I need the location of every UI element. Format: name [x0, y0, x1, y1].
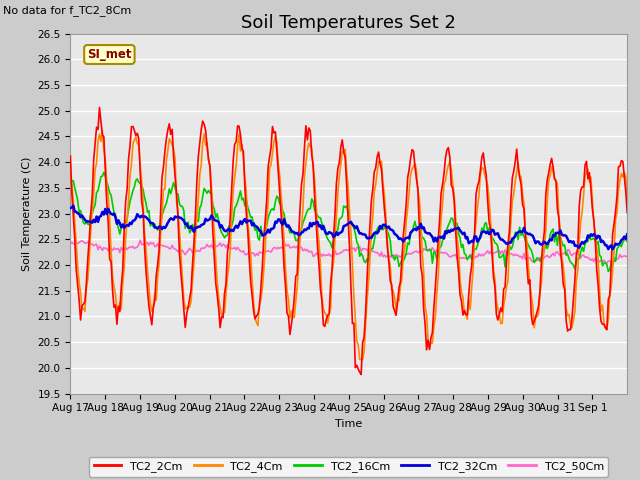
TC2_50Cm: [103, 245, 111, 251]
Line: TC2_50Cm: TC2_50Cm: [70, 240, 627, 263]
TC2_4Cm: [86, 255, 93, 261]
TC2_16Cm: [86, 222, 93, 228]
TC2_50Cm: [136, 237, 144, 243]
TC2_2Cm: [357, 372, 365, 377]
TC2_50Cm: [67, 241, 74, 247]
TC2_2Cm: [95, 105, 103, 110]
TC2_2Cm: [67, 153, 74, 159]
TC2_2Cm: [104, 219, 112, 225]
TC2_32Cm: [67, 205, 74, 211]
TC2_16Cm: [355, 242, 362, 248]
TC2_4Cm: [357, 357, 365, 362]
TC2_16Cm: [67, 174, 74, 180]
TC2_50Cm: [465, 254, 472, 260]
TC2_32Cm: [355, 228, 362, 233]
TC2_50Cm: [622, 253, 630, 259]
Line: TC2_4Cm: TC2_4Cm: [70, 131, 627, 360]
TC2_4Cm: [623, 194, 631, 200]
TC2_32Cm: [609, 246, 616, 252]
TC2_32Cm: [622, 236, 630, 242]
TC2_16Cm: [622, 236, 630, 242]
TC2_16Cm: [465, 254, 472, 260]
TC2_4Cm: [549, 168, 557, 174]
TC2_50Cm: [86, 239, 93, 245]
TC2_50Cm: [355, 245, 362, 251]
TC2_2Cm: [622, 189, 630, 194]
TC2_4Cm: [622, 173, 630, 179]
TC2_4Cm: [467, 307, 474, 312]
Text: No data for f_TC2_8Cm: No data for f_TC2_8Cm: [3, 5, 131, 16]
TC2_2Cm: [549, 164, 557, 169]
TC2_32Cm: [548, 238, 556, 243]
TC2_32Cm: [70, 203, 77, 209]
TC2_2Cm: [623, 210, 631, 216]
Y-axis label: Soil Temperature (C): Soil Temperature (C): [22, 156, 32, 271]
Text: SI_met: SI_met: [87, 48, 132, 61]
TC2_32Cm: [623, 231, 631, 237]
TC2_16Cm: [104, 183, 112, 189]
Line: TC2_16Cm: TC2_16Cm: [70, 172, 627, 272]
Line: TC2_32Cm: TC2_32Cm: [70, 206, 627, 249]
Legend: TC2_2Cm, TC2_4Cm, TC2_16Cm, TC2_32Cm, TC2_50Cm: TC2_2Cm, TC2_4Cm, TC2_16Cm, TC2_32Cm, TC…: [89, 457, 609, 477]
TC2_2Cm: [355, 366, 362, 372]
TC2_2Cm: [467, 274, 474, 279]
TC2_4Cm: [104, 194, 112, 200]
TC2_16Cm: [623, 239, 631, 244]
TC2_16Cm: [604, 269, 612, 275]
TC2_50Cm: [603, 260, 611, 266]
TC2_4Cm: [99, 128, 106, 133]
TC2_4Cm: [67, 172, 74, 178]
TC2_50Cm: [548, 252, 556, 258]
X-axis label: Time: Time: [335, 419, 362, 429]
TC2_4Cm: [355, 342, 362, 348]
TC2_16Cm: [548, 228, 556, 234]
TC2_32Cm: [87, 218, 95, 224]
TC2_2Cm: [86, 236, 93, 241]
TC2_16Cm: [100, 169, 108, 175]
TC2_50Cm: [623, 254, 631, 260]
TC2_32Cm: [104, 206, 112, 212]
Line: TC2_2Cm: TC2_2Cm: [70, 108, 627, 374]
Title: Soil Temperatures Set 2: Soil Temperatures Set 2: [241, 14, 456, 32]
TC2_32Cm: [465, 240, 472, 246]
